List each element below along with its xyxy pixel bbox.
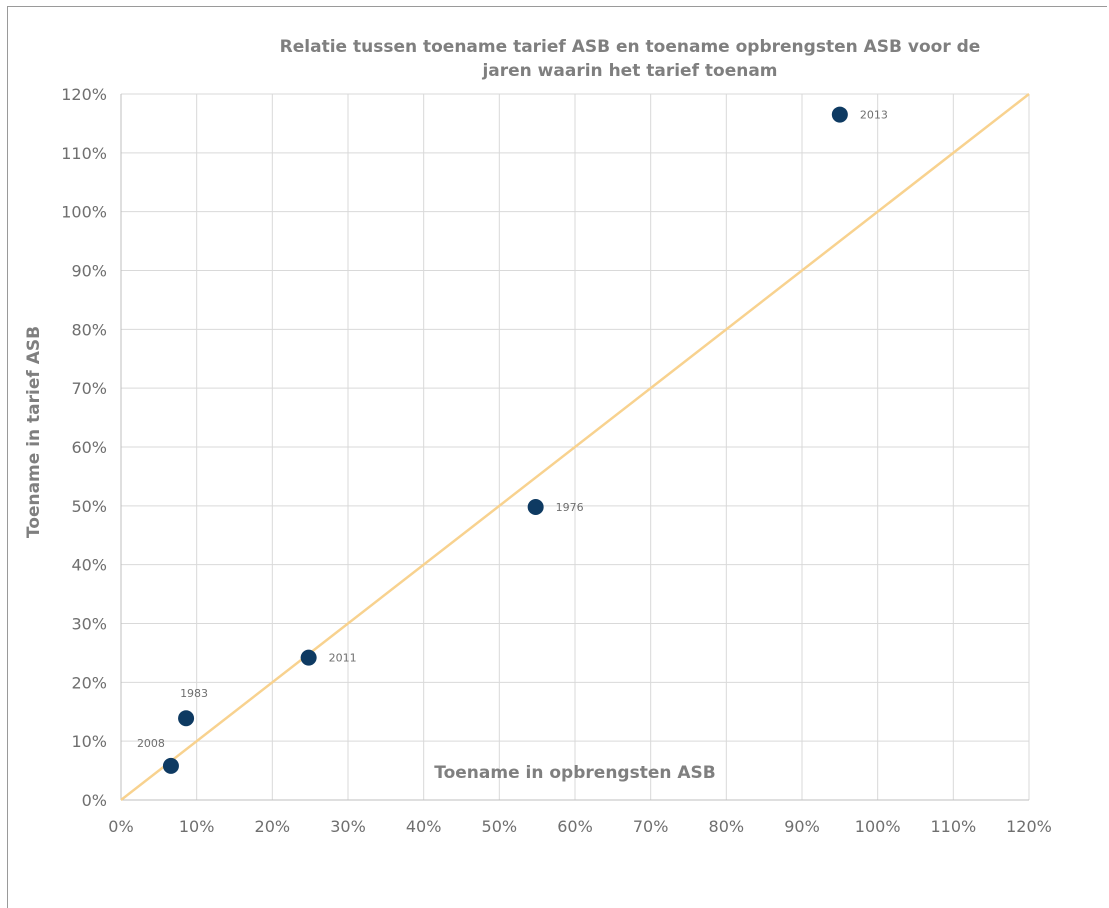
x-tick-label: 80% — [709, 817, 745, 836]
y-tick-label: 90% — [71, 262, 107, 281]
y-tick-label: 40% — [71, 556, 107, 575]
data-point — [527, 499, 544, 516]
x-tick-label: 110% — [930, 817, 976, 836]
x-tick-label: 70% — [633, 817, 669, 836]
y-tick-label: 30% — [71, 615, 107, 634]
reference-line — [120, 93, 1030, 801]
data-point — [162, 757, 179, 774]
chart-title: Relatie tussen toename tarief ASB en toe… — [280, 37, 981, 81]
y-tick-label: 60% — [71, 438, 107, 457]
tick-labels: 0% 10% 20% 30% 40% 50% 60% 70% 80% 90% 100% 110% 120… — [61, 85, 1052, 836]
chart-title-line-2: jaren waarin het tarief toenam — [481, 61, 777, 81]
x-tick-label: 0% — [108, 817, 133, 836]
x-tick-label: 90% — [784, 817, 820, 836]
x-tick-label: 60% — [557, 817, 593, 836]
x-tick-label: 100% — [855, 817, 901, 836]
x-tick-label: 20% — [255, 817, 291, 836]
x-axis-title: Toename in opbrengsten ASB — [434, 763, 716, 783]
x-tick-label: 120% — [1006, 817, 1052, 836]
axes — [120, 94, 1029, 801]
x-tick-label: 50% — [482, 817, 518, 836]
reference-line-layer — [120, 93, 1030, 801]
y-tick-label: 70% — [71, 379, 107, 398]
y-tick-label: 80% — [71, 320, 107, 339]
y-tick-label: 110% — [61, 144, 107, 163]
y-tick-label: 20% — [71, 673, 107, 692]
y-axis-title: Toename in tarief ASB — [24, 326, 44, 538]
y-tick-label: 100% — [61, 203, 107, 222]
data-point-label: 2013 — [860, 109, 888, 122]
x-tick-label: 10% — [179, 817, 215, 836]
data-point-label: 2008 — [137, 737, 165, 750]
data-point-label: 2011 — [329, 652, 357, 665]
chart-title-line-1: Relatie tussen toename tarief ASB en toe… — [280, 37, 981, 57]
data-point-label: 1983 — [180, 687, 208, 700]
y-tick-label: 120% — [61, 85, 107, 104]
data-point-label: 1976 — [556, 501, 584, 514]
data-point — [178, 710, 195, 727]
y-tick-label: 50% — [71, 497, 107, 516]
x-tick-label: 40% — [406, 817, 442, 836]
y-tick-label: 0% — [82, 791, 107, 810]
data-point — [831, 106, 848, 123]
x-tick-label: 30% — [330, 817, 366, 836]
data-points: 2013 1976 2011 1983 2008 — [137, 106, 888, 774]
chart-frame — [7, 6, 1107, 908]
y-tick-label: 10% — [71, 732, 107, 751]
data-point — [300, 649, 317, 666]
